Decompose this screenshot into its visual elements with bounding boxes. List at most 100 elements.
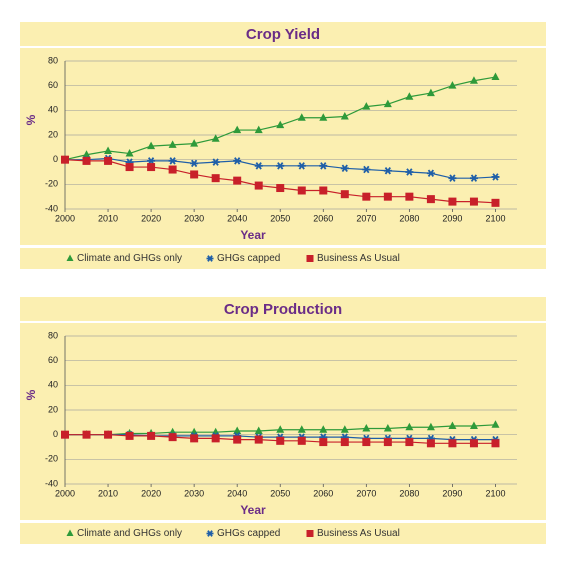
x-tick-label: 2020 (141, 213, 161, 223)
marker-triangle (469, 421, 478, 430)
marker-triangle (405, 92, 414, 100)
marker-triangle (254, 426, 263, 434)
x-tick-label: 2080 (399, 213, 419, 223)
marker-triangle (82, 150, 91, 158)
x-axis-label: Year (240, 503, 266, 517)
marker-triangle (491, 420, 500, 428)
marker-square (340, 438, 349, 447)
marker-asterisk (426, 169, 435, 177)
y-tick-label: -20 (45, 454, 58, 464)
marker-square (426, 439, 435, 448)
marker-square (448, 197, 457, 206)
y-tick-label: 40 (48, 380, 58, 390)
marker-asterisk (276, 162, 285, 170)
marker-triangle (276, 120, 285, 129)
marker-square (211, 174, 220, 183)
marker-triangle (340, 425, 349, 433)
marker-square (469, 439, 478, 448)
marker-square (362, 192, 371, 201)
marker-square (405, 438, 414, 447)
marker-square (168, 433, 177, 442)
marker-square (147, 163, 156, 172)
legend-marker (306, 530, 314, 537)
x-tick-label: 2100 (485, 488, 505, 498)
legend-label: Climate and GHGs only (77, 253, 182, 264)
marker-square (448, 439, 457, 448)
x-tick-label: 2000 (55, 488, 75, 498)
marker-triangle (469, 76, 478, 84)
y-axis-label: % (24, 389, 38, 400)
x-tick-label: 2060 (313, 213, 333, 223)
y-tick-label: 80 (48, 55, 58, 65)
x-tick-label: 2030 (184, 213, 204, 223)
marker-square (61, 430, 69, 439)
marker-triangle (276, 425, 285, 433)
y-tick-label: -40 (45, 203, 58, 213)
x-tick-label: 2050 (270, 488, 290, 498)
marker-square (190, 170, 199, 179)
marker-asterisk (233, 157, 242, 165)
marker-triangle (233, 125, 242, 134)
title-band (20, 297, 546, 321)
x-tick-label: 2070 (356, 488, 376, 498)
marker-asterisk (362, 165, 371, 174)
legend-label: GHGs capped (217, 528, 280, 539)
marker-asterisk (340, 164, 349, 173)
chart-title: Crop Production (224, 301, 342, 318)
y-tick-label: 80 (48, 330, 58, 340)
marker-triangle (362, 424, 371, 432)
plot-panel (20, 48, 546, 245)
marker-triangle (211, 134, 220, 142)
marker-square (491, 439, 500, 448)
marker-square (104, 156, 113, 165)
marker-triangle (383, 424, 392, 432)
marker-asterisk (448, 174, 457, 182)
marker-triangle (426, 88, 435, 97)
x-tick-label: 2060 (313, 488, 333, 498)
y-tick-label: 0 (53, 429, 58, 439)
marker-square (276, 184, 285, 193)
marker-triangle (254, 125, 263, 134)
marker-square (469, 197, 478, 206)
title-band (20, 22, 546, 46)
marker-square (254, 435, 263, 444)
marker-triangle (319, 113, 328, 121)
legend-band (20, 523, 546, 544)
legend-marker (66, 254, 74, 261)
marker-asterisk (297, 162, 306, 170)
marker-square (125, 431, 134, 440)
x-tick-label: 2000 (55, 213, 75, 223)
legend-label: Business As Usual (317, 528, 400, 539)
marker-asterisk (319, 162, 328, 170)
marker-square (297, 436, 306, 445)
marker-square (147, 431, 156, 440)
marker-triangle (125, 149, 134, 157)
marker-triangle (168, 140, 177, 148)
x-axis-label: Year (240, 228, 266, 242)
legend-label: Business As Usual (317, 253, 400, 264)
plot-panel (20, 323, 546, 520)
legend-marker (66, 529, 74, 536)
marker-square (340, 190, 349, 199)
marker-asterisk (405, 168, 414, 176)
marker-square (104, 430, 113, 439)
marker-square (190, 434, 199, 443)
y-tick-label: 0 (53, 154, 58, 164)
marker-triangle (190, 139, 199, 147)
marker-asterisk (147, 157, 156, 165)
x-tick-label: 2070 (356, 213, 376, 223)
legend-marker (306, 255, 314, 262)
marker-square (211, 434, 220, 443)
marker-asterisk (469, 174, 478, 182)
x-tick-label: 2090 (442, 213, 462, 223)
marker-triangle (147, 141, 156, 150)
x-tick-label: 2050 (270, 213, 290, 223)
y-tick-label: 60 (48, 80, 58, 90)
x-tick-label: 2080 (399, 488, 419, 498)
marker-square (254, 181, 263, 190)
marker-asterisk (168, 157, 177, 165)
y-tick-label: 40 (48, 105, 58, 115)
marker-triangle (233, 426, 242, 434)
marker-square (82, 430, 91, 439)
